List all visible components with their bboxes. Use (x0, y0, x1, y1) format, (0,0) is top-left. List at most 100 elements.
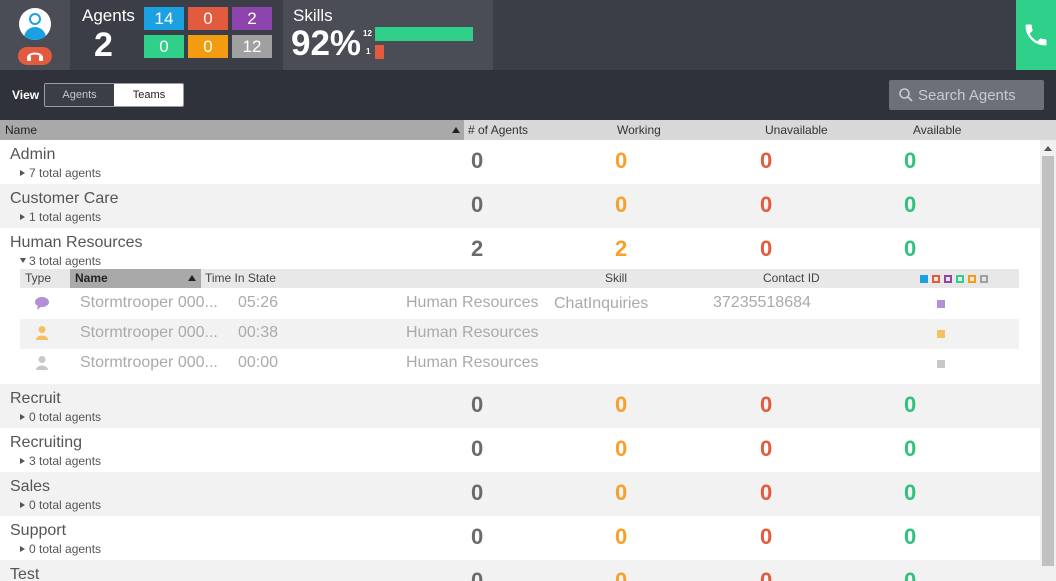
legend-swatch-blue[interactable] (920, 275, 928, 283)
scroll-thumb[interactable] (1042, 156, 1054, 566)
expand-icon[interactable] (20, 170, 25, 176)
collapse-icon[interactable] (20, 258, 26, 263)
sort-up-icon (188, 275, 196, 281)
stat-logged-in[interactable]: 14 (144, 7, 184, 30)
team-name: Admin (10, 146, 56, 163)
column-num-agents[interactable]: # of Agents (468, 123, 529, 137)
avatar[interactable] (19, 8, 51, 40)
view-agents-option[interactable]: Agents (45, 84, 114, 106)
column-contact-id[interactable]: Contact ID (763, 271, 820, 285)
team-agent-count: 0 (471, 192, 484, 217)
column-available[interactable]: Available (913, 123, 962, 137)
legend-swatch-red[interactable] (932, 275, 940, 283)
team-row[interactable]: Admin 7 total agents 0 0 0 0 (0, 140, 1040, 184)
column-agent-name-label: Name (75, 271, 108, 285)
column-unavailable[interactable]: Unavailable (765, 123, 828, 137)
agent-icon (36, 326, 48, 340)
column-time-in-state[interactable]: Time In State (205, 271, 276, 285)
team-row[interactable]: Recruit 0 total agents 0 0 0 0 (0, 384, 1040, 428)
team-available: 0 (904, 480, 917, 505)
agent-contact-id: 37235518684 (713, 294, 811, 311)
expand-icon[interactable] (20, 502, 25, 508)
team-unavailable: 0 (760, 480, 773, 505)
agent-time-in-state: 00:38 (238, 324, 279, 341)
stat-available[interactable]: 0 (144, 35, 184, 58)
team-row[interactable]: Sales 0 total agents 0 0 0 0 (0, 472, 1040, 516)
team-unavailable: 0 (760, 148, 773, 173)
team-row[interactable]: Recruiting 3 total agents 0 0 0 0 (0, 428, 1040, 472)
team-agent-count: 2 (471, 236, 484, 261)
stat-working[interactable]: 2 (232, 7, 272, 30)
agent-state-indicator (937, 300, 945, 308)
agent-state-indicator (937, 360, 945, 368)
team-working: 2 (615, 236, 628, 261)
team-available: 0 (904, 192, 917, 217)
search-box (889, 80, 1044, 110)
expand-icon[interactable] (20, 414, 25, 420)
team-unavailable: 0 (760, 524, 773, 549)
search-icon (899, 88, 913, 102)
search-input[interactable] (918, 80, 1040, 110)
view-teams-option[interactable]: Teams (114, 84, 183, 106)
skill-bar-green (375, 27, 473, 41)
expand-icon[interactable] (20, 458, 25, 464)
team-available: 0 (904, 148, 917, 173)
phone-icon (1025, 24, 1047, 46)
team-total-agents: 0 total agents (29, 410, 102, 424)
team-unavailable: 0 (760, 568, 773, 581)
column-skill[interactable]: Skill (605, 271, 628, 285)
scrollbar[interactable] (1040, 140, 1056, 581)
agent-team: Human Resources (406, 354, 539, 371)
legend-swatch-orange[interactable] (968, 275, 976, 283)
column-working[interactable]: Working (617, 123, 661, 137)
stat-outbound[interactable]: 0 (188, 35, 228, 58)
team-name: Recruit (10, 390, 61, 407)
agent-row[interactable]: Stormtrooper 000... 00:00 Human Resource… (20, 349, 1019, 379)
column-type[interactable]: Type (25, 271, 52, 285)
team-unavailable: 0 (760, 436, 773, 461)
phone-button[interactable] (1016, 0, 1056, 70)
agents-label: Agents (82, 6, 135, 25)
agent-team: Human Resources (406, 324, 539, 341)
stat-unavailable[interactable]: 0 (188, 7, 228, 30)
team-row[interactable]: Support 0 total agents 0 0 0 0 (0, 516, 1040, 560)
column-name[interactable]: Name (0, 120, 464, 140)
team-working: 0 (615, 148, 628, 173)
agent-row[interactable]: Stormtrooper 000... 05:26 Human Resource… (20, 289, 1019, 319)
sort-up-icon (452, 127, 460, 133)
headset-icon[interactable] (18, 47, 52, 65)
legend-swatch-gray[interactable] (980, 275, 988, 283)
team-name: Human Resources (10, 234, 143, 251)
legend-swatch-purple[interactable] (944, 275, 952, 283)
scroll-up-icon[interactable] (1044, 146, 1052, 151)
team-agent-count: 0 (471, 392, 484, 417)
team-agent-count: 0 (471, 436, 484, 461)
legend-swatch-green[interactable] (956, 275, 964, 283)
agent-team: Human Resources (406, 294, 539, 311)
team-available: 0 (904, 568, 917, 581)
skill-bar-red (375, 45, 384, 59)
agent-name: Stormtrooper 000... (80, 354, 218, 371)
chat-icon (35, 297, 49, 310)
team-unavailable: 0 (760, 236, 773, 261)
team-working: 0 (615, 568, 628, 581)
team-row[interactable]: Test 0 0 0 0 (0, 560, 1040, 581)
agent-row[interactable]: Stormtrooper 000... 00:38 Human Resource… (20, 319, 1019, 349)
team-row[interactable]: Customer Care 1 total agents 0 0 0 0 (0, 184, 1040, 228)
skill-bar-label: 1 (366, 47, 371, 56)
agent-name: Stormtrooper 000... (80, 324, 218, 341)
user-status-block (0, 0, 70, 70)
skills-percent: 92% (291, 24, 362, 63)
team-agent-count: 0 (471, 568, 484, 581)
expand-icon[interactable] (20, 546, 25, 552)
agent-state-indicator (937, 330, 945, 338)
stat-logged-out[interactable]: 12 (232, 35, 272, 58)
skill-bar-label: 12 (363, 29, 372, 38)
team-available: 0 (904, 392, 917, 417)
team-available: 0 (904, 236, 917, 261)
agent-skill: ChatInquiries (554, 295, 649, 312)
team-available: 0 (904, 436, 917, 461)
team-available: 0 (904, 524, 917, 549)
column-agent-name[interactable]: Name (70, 269, 201, 288)
expand-icon[interactable] (20, 214, 25, 220)
